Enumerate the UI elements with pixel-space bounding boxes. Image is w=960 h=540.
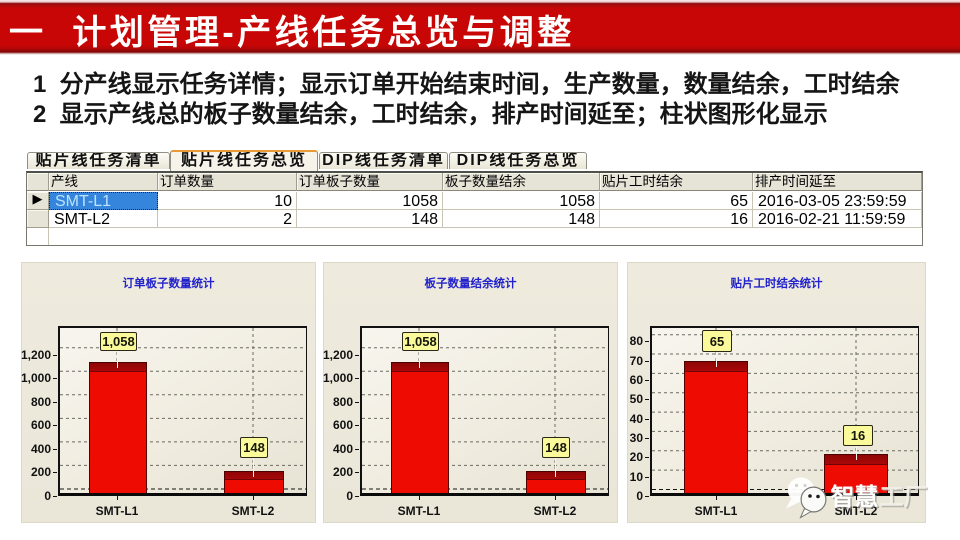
svg-text:智慧: 智慧 xyxy=(832,485,880,513)
svg-text:工厂: 工厂 xyxy=(881,486,929,513)
svg-text:智慧: 智慧 xyxy=(831,483,879,511)
svg-text:工厂: 工厂 xyxy=(880,484,928,511)
